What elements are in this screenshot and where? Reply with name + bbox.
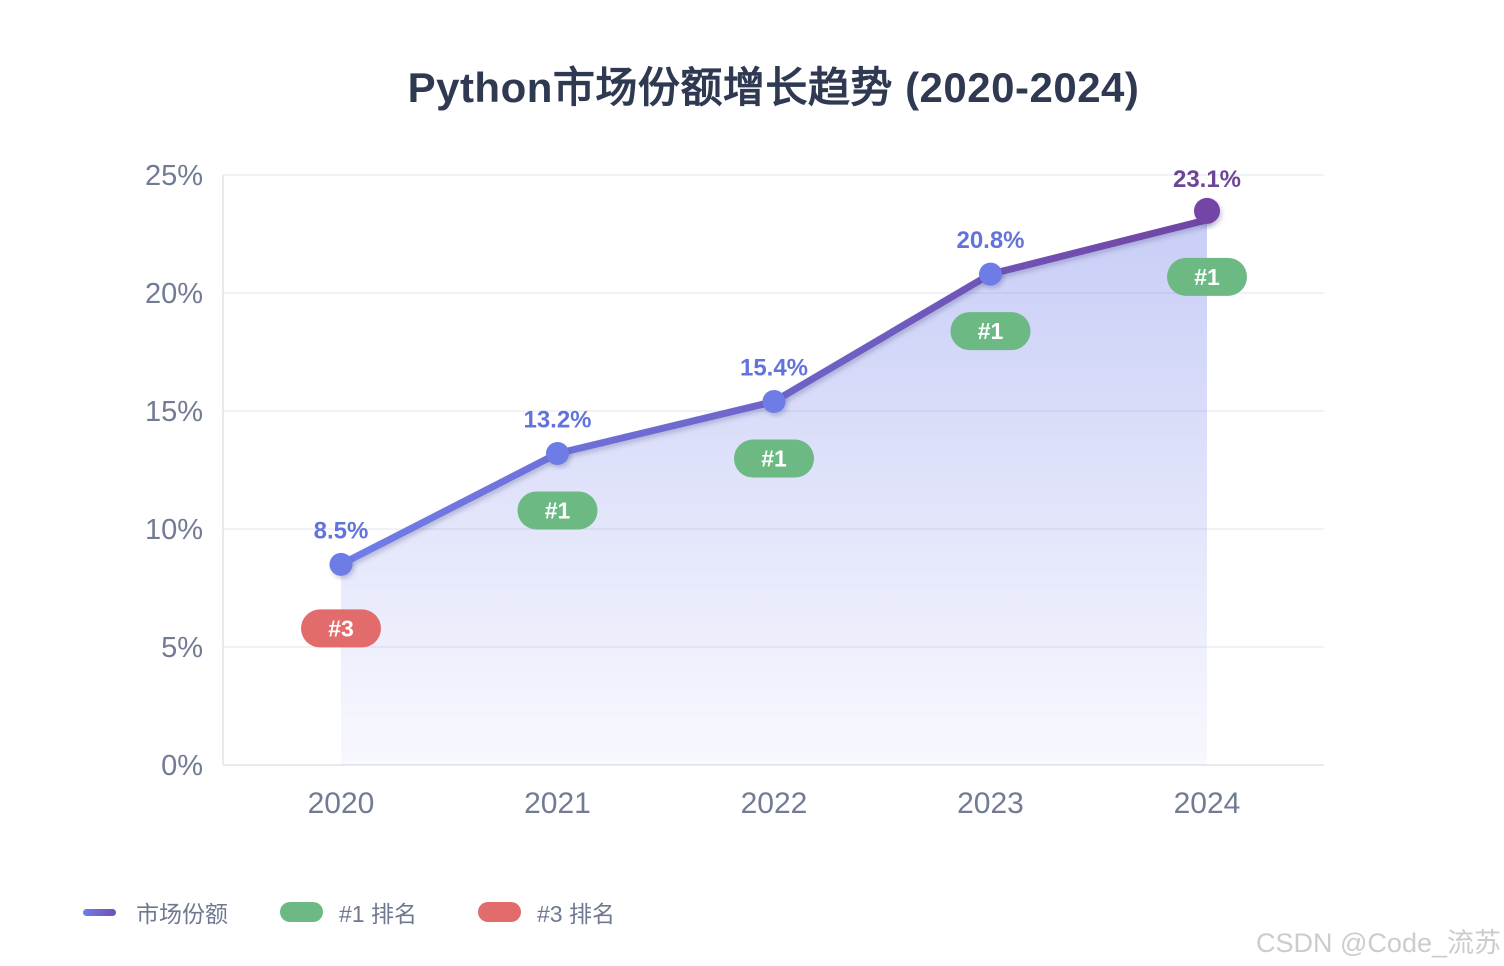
y-axis-tick-label: 20% [145, 278, 203, 310]
legend-label: #3 排名 [537, 901, 615, 927]
rank1-badge [950, 312, 1031, 351]
data-point-marker[interactable] [979, 262, 1002, 286]
rank-badge-label: #1 [545, 497, 571, 523]
rank1-badge [517, 491, 598, 530]
legend-label: #1 排名 [339, 901, 417, 927]
rank1-pill-icon [280, 902, 323, 922]
rank1-badge [734, 439, 814, 478]
rank3-pill-icon [478, 902, 521, 922]
rank-badge-label: #1 [978, 318, 1004, 344]
rank-badge-label: #3 [328, 615, 354, 641]
data-point-label: 20.8% [956, 227, 1024, 254]
x-axis-tick-label: 2023 [957, 787, 1024, 820]
y-axis-tick-label: 15% [145, 396, 203, 428]
legend-item-market-share[interactable]: 市场份额 [83, 893, 228, 931]
legend-label: 市场份额 [136, 901, 228, 927]
y-axis-tick-label: 25% [145, 160, 203, 192]
y-axis-tick-label: 0% [161, 750, 203, 782]
rank-badge-label: #1 [1194, 264, 1220, 290]
legend-item-rank3[interactable]: #3 排名 [478, 893, 615, 931]
data-point-label: 8.5% [314, 517, 369, 544]
watermark: CSDN @Code_流苏 [1256, 928, 1501, 958]
y-axis-tick-label: 5% [161, 632, 203, 664]
data-point-label: 13.2% [523, 406, 591, 433]
line-swatch-icon [83, 908, 116, 916]
data-point-marker[interactable] [329, 552, 353, 576]
x-axis-tick-label: 2022 [741, 787, 808, 820]
chart-title: Python市场份额增长趋势 (2020-2024) [407, 64, 1140, 111]
rank1-badge [1167, 257, 1247, 296]
area-fill [341, 219, 1207, 766]
legend-item-rank1[interactable]: #1 排名 [280, 893, 417, 931]
chart-legend: 市场份额 #1 排名 #3 排名 [0, 893, 1504, 933]
data-point-marker[interactable] [1194, 197, 1220, 224]
data-point-marker[interactable] [762, 390, 786, 414]
y-axis-tick-label: 10% [145, 514, 203, 546]
rank-badge-label: #1 [761, 446, 787, 472]
x-axis-tick-label: 2020 [308, 787, 375, 820]
data-point-label: 15.4% [740, 355, 808, 382]
x-axis-tick-label: 2021 [524, 787, 591, 820]
rank3-badge [301, 609, 381, 648]
data-point-label: 23.1% [1173, 166, 1241, 193]
x-axis-tick-label: 2024 [1174, 787, 1241, 820]
data-point-marker[interactable] [546, 441, 569, 465]
